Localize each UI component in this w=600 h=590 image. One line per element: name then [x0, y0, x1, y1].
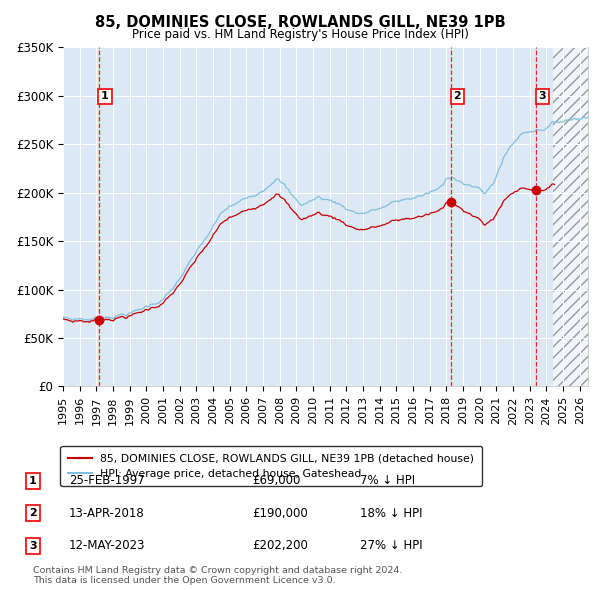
Text: £190,000: £190,000 [252, 507, 308, 520]
Legend: 85, DOMINIES CLOSE, ROWLANDS GILL, NE39 1PB (detached house), HPI: Average price: 85, DOMINIES CLOSE, ROWLANDS GILL, NE39 … [61, 446, 482, 486]
Text: Price paid vs. HM Land Registry's House Price Index (HPI): Price paid vs. HM Land Registry's House … [131, 28, 469, 41]
Text: £202,200: £202,200 [252, 539, 308, 552]
Text: 2: 2 [29, 509, 37, 518]
Text: 2: 2 [454, 91, 461, 101]
Text: 7% ↓ HPI: 7% ↓ HPI [360, 474, 415, 487]
Text: 27% ↓ HPI: 27% ↓ HPI [360, 539, 422, 552]
Text: 3: 3 [29, 541, 37, 550]
Text: Contains HM Land Registry data © Crown copyright and database right 2024.
This d: Contains HM Land Registry data © Crown c… [33, 566, 403, 585]
Text: 3: 3 [538, 91, 546, 101]
Bar [553, 47, 588, 386]
Text: 13-APR-2018: 13-APR-2018 [69, 507, 145, 520]
Text: 18% ↓ HPI: 18% ↓ HPI [360, 507, 422, 520]
Text: 25-FEB-1997: 25-FEB-1997 [69, 474, 145, 487]
Bar [553, 47, 588, 386]
Text: 12-MAY-2023: 12-MAY-2023 [69, 539, 146, 552]
Text: 1: 1 [101, 91, 109, 101]
Text: 85, DOMINIES CLOSE, ROWLANDS GILL, NE39 1PB: 85, DOMINIES CLOSE, ROWLANDS GILL, NE39 … [95, 15, 505, 30]
Text: £69,000: £69,000 [252, 474, 301, 487]
Text: 1: 1 [29, 476, 37, 486]
